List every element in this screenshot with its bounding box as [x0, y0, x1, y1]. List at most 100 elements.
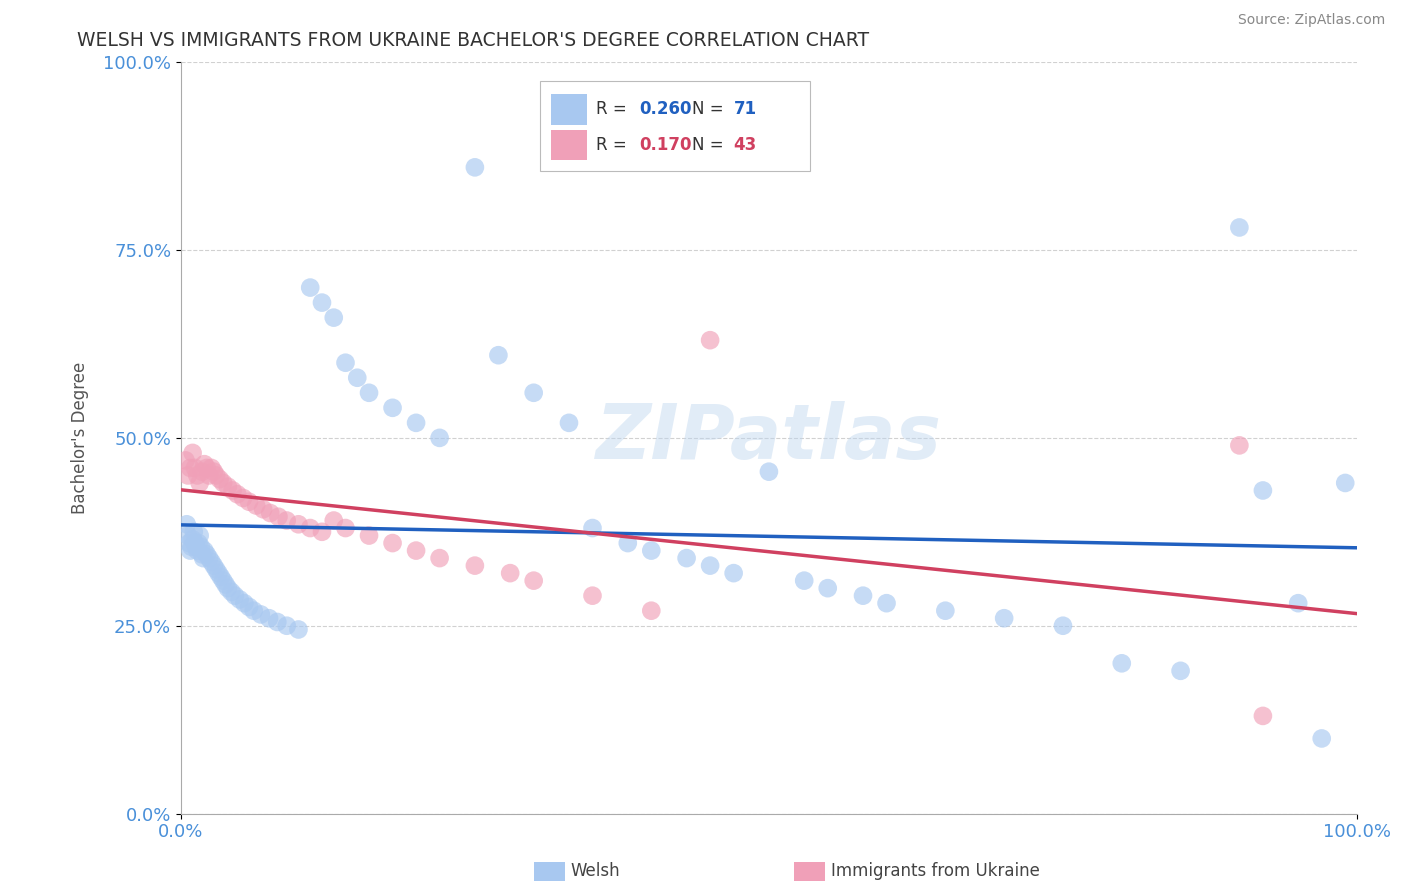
Point	[191, 547, 214, 561]
Point	[177, 528, 200, 542]
Text: ZIPatlas: ZIPatlas	[596, 401, 942, 475]
Point	[1052, 618, 1074, 632]
Point	[381, 536, 404, 550]
Point	[322, 310, 344, 325]
Point	[181, 533, 204, 547]
Point	[617, 536, 640, 550]
Point	[179, 461, 201, 475]
Point	[193, 543, 215, 558]
Point	[523, 385, 546, 400]
Text: 43: 43	[734, 136, 756, 153]
Point	[207, 566, 229, 581]
Text: WELSH VS IMMIGRANTS FROM UKRAINE BACHELOR'S DEGREE CORRELATION CHART: WELSH VS IMMIGRANTS FROM UKRAINE BACHELO…	[77, 31, 869, 50]
Point	[181, 446, 204, 460]
Point	[699, 333, 721, 347]
Point	[335, 356, 357, 370]
Point	[174, 453, 197, 467]
Point	[405, 416, 427, 430]
Point	[1111, 657, 1133, 671]
Text: 71: 71	[734, 101, 756, 119]
Point	[238, 494, 260, 508]
Point	[228, 592, 250, 607]
Point	[193, 457, 215, 471]
Point	[195, 461, 218, 475]
Point	[186, 543, 208, 558]
Point	[817, 581, 839, 595]
FancyBboxPatch shape	[551, 129, 586, 160]
Point	[1251, 483, 1274, 498]
Point	[198, 551, 221, 566]
Text: Source: ZipAtlas.com: Source: ZipAtlas.com	[1237, 13, 1385, 28]
Point	[852, 589, 875, 603]
Text: N =: N =	[693, 101, 724, 119]
Point	[205, 562, 228, 576]
Text: R =: R =	[596, 101, 627, 119]
Point	[405, 543, 427, 558]
Point	[214, 577, 236, 591]
Point	[876, 596, 898, 610]
Point	[287, 517, 309, 532]
Point	[640, 604, 662, 618]
Point	[257, 611, 280, 625]
Point	[177, 536, 200, 550]
Text: 0.260: 0.260	[640, 101, 692, 119]
Point	[357, 385, 380, 400]
Point	[221, 585, 243, 599]
Y-axis label: Bachelor's Degree: Bachelor's Degree	[72, 362, 89, 514]
Text: 0.170: 0.170	[640, 136, 692, 153]
Text: R =: R =	[596, 136, 627, 153]
Point	[224, 589, 246, 603]
Text: N =: N =	[693, 136, 724, 153]
Point	[259, 506, 281, 520]
Point	[191, 465, 214, 479]
Point	[176, 517, 198, 532]
Point	[212, 475, 235, 490]
Point	[180, 540, 202, 554]
Point	[486, 348, 509, 362]
Point	[523, 574, 546, 588]
Point	[193, 551, 215, 566]
Point	[233, 596, 256, 610]
Point	[188, 528, 211, 542]
Point	[276, 618, 298, 632]
Point	[640, 543, 662, 558]
Point	[429, 551, 451, 566]
Point	[335, 521, 357, 535]
Point	[1170, 664, 1192, 678]
Point	[1286, 596, 1309, 610]
Point	[346, 370, 368, 384]
FancyBboxPatch shape	[551, 95, 586, 125]
Point	[464, 161, 486, 175]
Point	[245, 499, 267, 513]
FancyBboxPatch shape	[540, 81, 810, 171]
Point	[186, 468, 208, 483]
Point	[1310, 731, 1333, 746]
Point	[226, 487, 249, 501]
Point	[1227, 220, 1250, 235]
Point	[311, 524, 333, 539]
Point	[177, 468, 200, 483]
Point	[675, 551, 697, 566]
Point	[187, 536, 209, 550]
Point	[276, 514, 298, 528]
Point	[464, 558, 486, 573]
Point	[287, 623, 309, 637]
Point	[205, 468, 228, 483]
Point	[188, 475, 211, 490]
Point	[238, 599, 260, 614]
Point	[198, 468, 221, 483]
Point	[357, 528, 380, 542]
Point	[200, 555, 222, 569]
Point	[299, 521, 322, 535]
Point	[581, 589, 603, 603]
Point	[266, 615, 288, 629]
Point	[723, 566, 745, 581]
Point	[1334, 475, 1357, 490]
Point	[1251, 709, 1274, 723]
Point	[186, 540, 208, 554]
Point	[232, 491, 254, 505]
Point	[758, 465, 780, 479]
Point	[250, 607, 273, 622]
Point	[993, 611, 1015, 625]
Point	[217, 581, 239, 595]
